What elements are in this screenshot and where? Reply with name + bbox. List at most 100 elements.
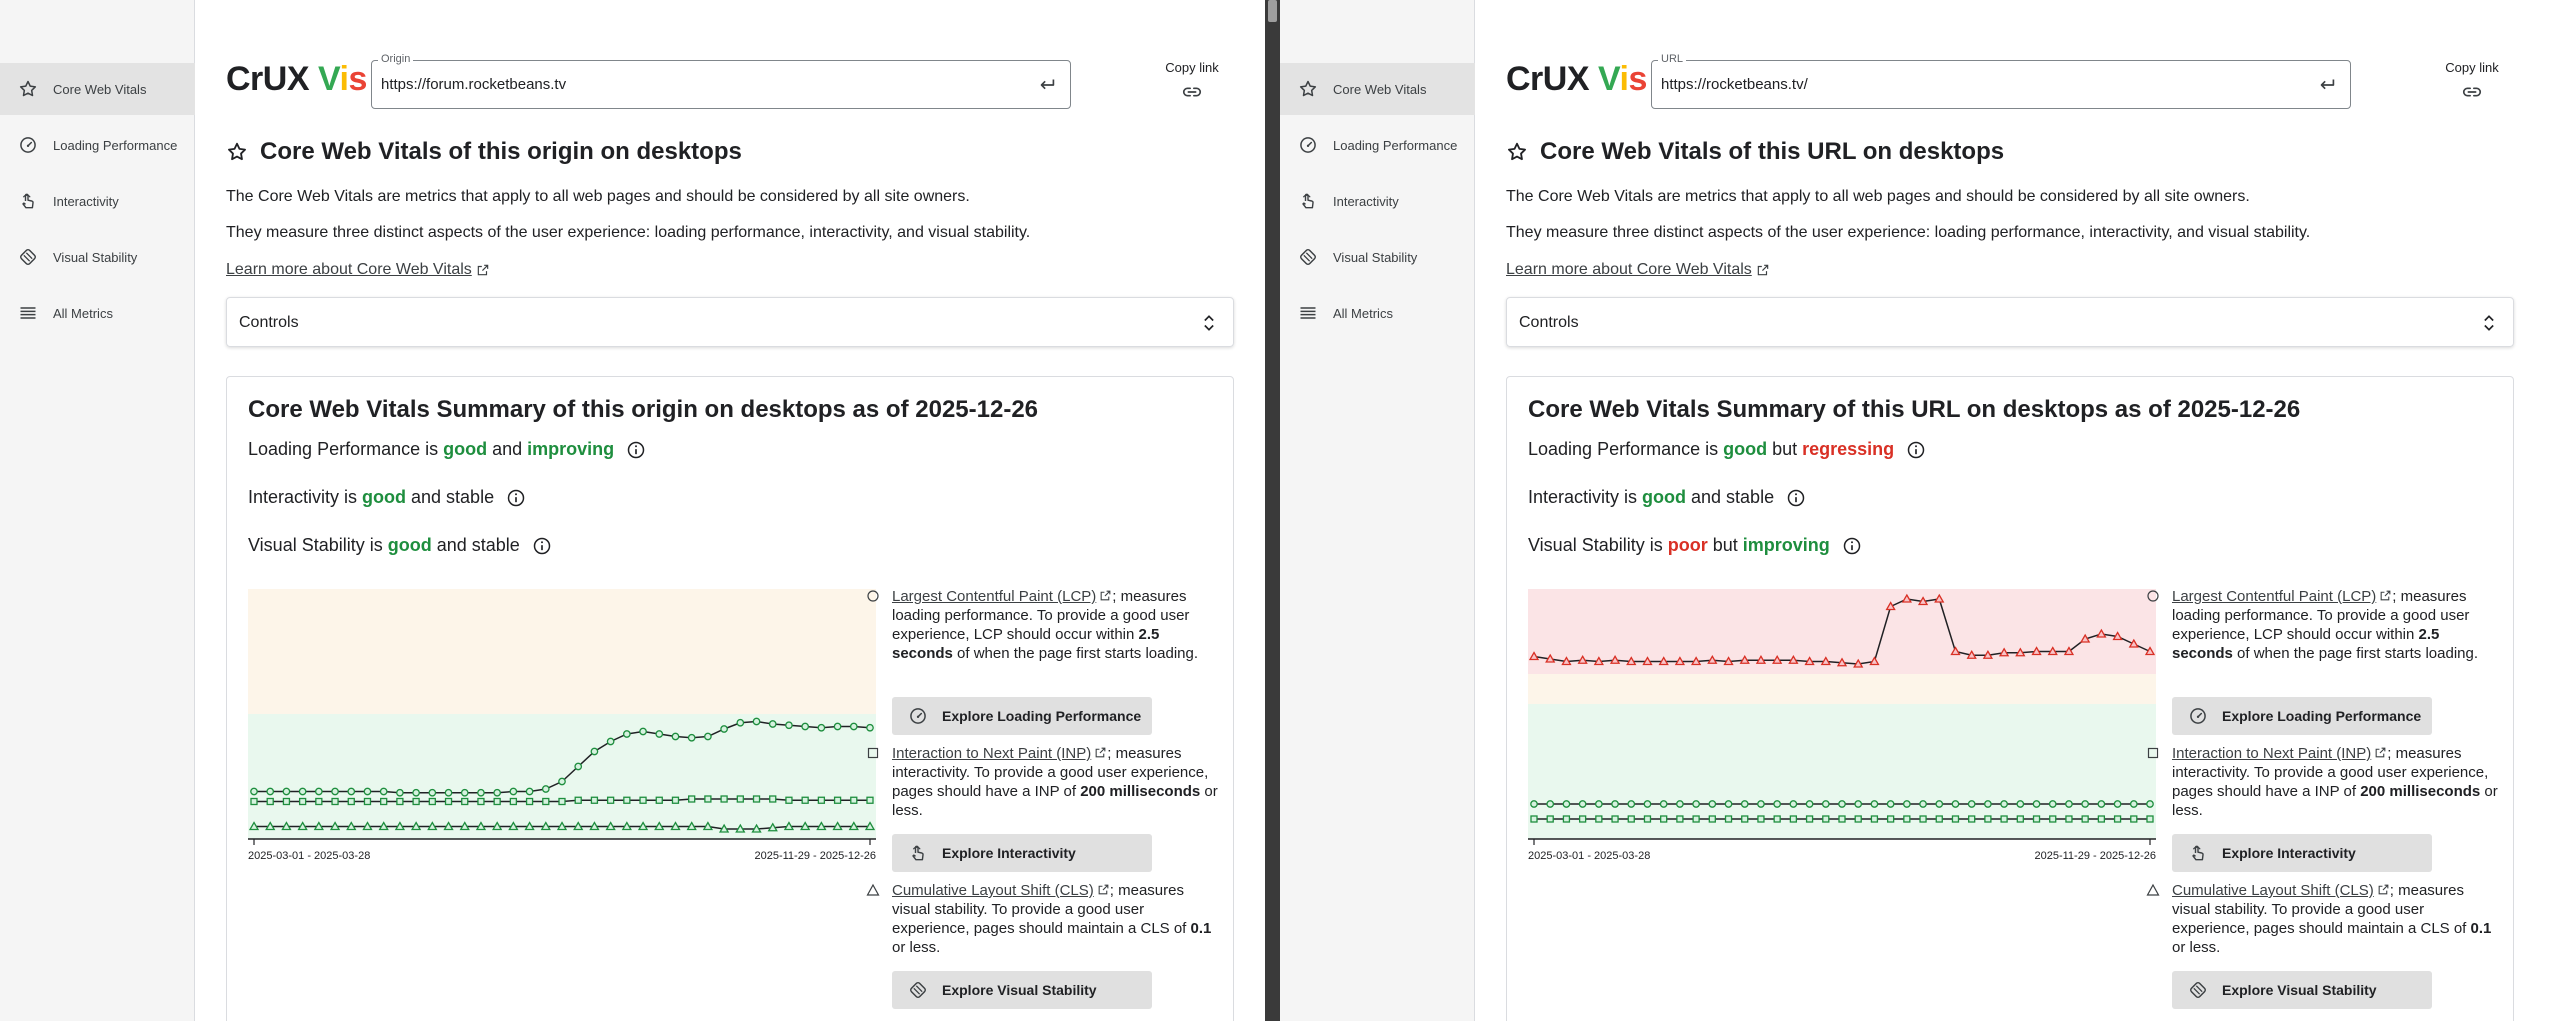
data-point [1724, 800, 1733, 808]
status-prefix: Loading Performance is [1528, 439, 1724, 459]
data-point [2081, 800, 2090, 808]
enter-icon[interactable] [1036, 74, 1058, 96]
data-point [541, 785, 550, 793]
inp-link[interactable]: Interaction to Next Paint (INP) [2172, 745, 2372, 762]
explore-interactivity-button[interactable]: Explore Interactivity [892, 834, 1152, 872]
data-point [1951, 815, 1960, 823]
info-icon[interactable] [532, 536, 552, 556]
enter-icon[interactable] [2316, 74, 2338, 96]
data-point [686, 821, 697, 831]
external-link-icon [1100, 590, 1111, 601]
status-interactivity: Interactivity is good and stable [248, 487, 526, 508]
data-point [1935, 815, 1943, 823]
info-icon[interactable] [1786, 488, 1806, 508]
data-point [1757, 815, 1765, 823]
url-field-value[interactable]: https://rocketbeans.tv/ [1661, 76, 1808, 93]
data-point [1659, 800, 1668, 808]
controls-expander[interactable]: Controls [1506, 297, 2514, 347]
url-field[interactable]: URL https://rocketbeans.tv/ [1651, 53, 2351, 109]
data-point [849, 722, 858, 731]
status-conjunction: and [487, 439, 528, 459]
button-label: Explore Interactivity [2222, 845, 2356, 861]
data-point [509, 797, 518, 806]
inp-link[interactable]: Interaction to Next Paint (INP) [892, 745, 1092, 762]
legend-threshold: 200 milliseconds [1080, 783, 1201, 800]
sidebar-item-all-metrics[interactable]: All Metrics [0, 287, 195, 339]
button-label: Explore Interactivity [942, 845, 1076, 861]
data-point [248, 821, 260, 831]
button-label: Explore Loading Performance [942, 708, 1142, 724]
copy-link-button[interactable]: Copy link [1152, 60, 1232, 103]
learn-more-link[interactable]: Learn more about Core Web Vitals [226, 261, 490, 279]
tap-icon [1302, 193, 1314, 209]
page-title-text: Core Web Vitals of this origin on deskto… [260, 138, 742, 165]
button-label: Explore Loading Performance [2222, 708, 2422, 724]
cls-link[interactable]: Cumulative Layout Shift (CLS) [2172, 882, 2374, 899]
external-link-icon [477, 264, 489, 276]
explore-visual-stability-button[interactable]: Explore Visual Stability [892, 971, 1152, 1009]
explore-visual-stability-button[interactable]: Explore Visual Stability [2172, 971, 2432, 1009]
data-point [817, 723, 826, 732]
controls-expander[interactable]: Controls [226, 297, 1234, 347]
data-point [1822, 815, 1830, 823]
data-point [1546, 800, 1555, 808]
sidebar-item-visual-stability[interactable]: Visual Stability [1280, 231, 1475, 283]
url-field-value[interactable]: https://forum.rocketbeans.tv [381, 76, 567, 93]
triangle-marker-icon [866, 883, 880, 896]
legend-text: or less. [2172, 939, 2221, 956]
lcp-link[interactable]: Largest Contentful Paint (LCP) [892, 588, 1097, 605]
sidebar-item-interactivity[interactable]: Interactivity [1280, 175, 1475, 227]
info-icon[interactable] [1906, 440, 1926, 460]
expand-icon[interactable] [2479, 312, 2499, 334]
cls-link[interactable]: Cumulative Layout Shift (CLS) [892, 882, 1094, 899]
sidebar-item-core-web-vitals[interactable]: Core Web Vitals [1280, 63, 1475, 115]
data-point [1919, 800, 1927, 808]
data-point [477, 797, 485, 806]
summary-card: Core Web Vitals Summary of this URL on d… [1506, 376, 2514, 1021]
data-point [1530, 815, 1538, 823]
info-icon[interactable] [506, 488, 526, 508]
window-divider[interactable] [1265, 0, 1280, 1021]
data-point [1903, 815, 1911, 823]
data-point [525, 787, 534, 796]
data-point [2015, 647, 2026, 657]
explore-interactivity-button[interactable]: Explore Interactivity [2172, 834, 2432, 872]
info-icon[interactable] [626, 440, 646, 460]
data-point [250, 797, 258, 806]
data-point [266, 787, 275, 796]
copy-link-label: Copy link [2445, 60, 2499, 75]
sidebar-item-loading-performance[interactable]: Loading Performance [1280, 119, 1475, 171]
data-point [1545, 653, 1556, 663]
data-point [281, 821, 292, 831]
copy-link-button[interactable]: Copy link [2432, 60, 2512, 103]
data-point [1935, 800, 1944, 808]
sidebar-item-core-web-vitals[interactable]: Core Web Vitals [0, 63, 195, 115]
legend-text: ; measures visual stability. To provide … [892, 882, 1191, 937]
data-point [1984, 815, 1992, 823]
legend-text: or less. [892, 783, 1218, 819]
tap-icon [22, 193, 34, 209]
data-point [817, 796, 826, 804]
data-point [1723, 656, 1734, 666]
data-point [363, 797, 372, 806]
data-point [2130, 815, 2138, 823]
explore-loading-performance-button[interactable]: Explore Loading Performance [892, 697, 1152, 735]
sidebar-item-visual-stability[interactable]: Visual Stability [0, 231, 195, 283]
sidebar-item-all-metrics[interactable]: All Metrics [1280, 287, 1475, 339]
data-point [623, 796, 631, 804]
sidebar-item-loading-performance[interactable]: Loading Performance [0, 119, 195, 171]
divider-grip[interactable] [1268, 0, 1277, 22]
sidebar-item-interactivity[interactable]: Interactivity [0, 175, 195, 227]
explore-loading-performance-button[interactable]: Explore Loading Performance [2172, 697, 2432, 735]
status-visual-stability: Visual Stability is good and stable [248, 535, 552, 556]
url-field[interactable]: Origin https://forum.rocketbeans.tv [371, 53, 1071, 109]
lcp-link[interactable]: Largest Contentful Paint (LCP) [2172, 588, 2377, 605]
expand-icon[interactable] [1199, 312, 1219, 334]
info-icon[interactable] [1842, 536, 1862, 556]
data-point [2016, 815, 2024, 823]
data-point [1788, 654, 1799, 664]
gauge-icon [910, 708, 926, 724]
learn-more-link[interactable]: Learn more about Core Web Vitals [1506, 261, 1770, 279]
status-prefix: Visual Stability is [1528, 535, 1668, 555]
legend-text: or less. [892, 939, 941, 956]
